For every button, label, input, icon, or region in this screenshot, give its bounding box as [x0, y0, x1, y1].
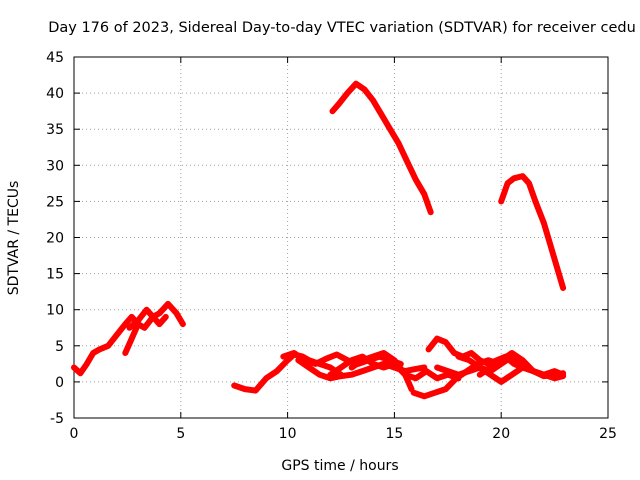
y-tick-label: -5: [50, 411, 64, 427]
x-tick-label: 10: [279, 426, 297, 442]
series-line-arc-a1: [71, 313, 142, 377]
y-tick-label: 15: [46, 267, 64, 283]
y-tick-label: 35: [46, 122, 64, 138]
x-tick-label: 15: [385, 426, 403, 442]
series-line-arc-c: [498, 173, 567, 291]
data-series: [71, 80, 567, 400]
x-tick-label: 5: [176, 426, 185, 442]
y-tick-label: 40: [46, 86, 64, 102]
y-tick-label: 5: [55, 339, 64, 355]
series-line-arc-a3: [126, 306, 169, 331]
x-tick-label: 0: [70, 426, 79, 442]
x-tick-label: 25: [599, 426, 617, 442]
y-tick-label: 45: [46, 50, 64, 66]
y-tick-label: 25: [46, 194, 64, 210]
y-tick-label: 30: [46, 158, 64, 174]
y-axis-label: SDTVAR / TECUs: [6, 181, 22, 296]
y-tick-label: 10: [46, 303, 64, 319]
series-line-arc-d5: [348, 350, 415, 393]
axis-ticks: 0 5 10 15 20 25 -5 0 5 10 15 20 25 30 35 40 45: [46, 50, 617, 442]
series-line-arc-d2: [280, 350, 404, 367]
series-line-arc-d1: [231, 351, 344, 394]
x-axis-label: GPS time / hours: [281, 458, 398, 474]
x-tick-label: 20: [492, 426, 510, 442]
chart-title: Day 176 of 2023, Sidereal Day-to-day VTE…: [48, 20, 636, 36]
series-line-arc-e5: [476, 350, 567, 382]
y-tick-label: 20: [46, 231, 64, 247]
series-line-arc-b: [329, 80, 434, 216]
y-tick-label: 0: [55, 375, 64, 391]
